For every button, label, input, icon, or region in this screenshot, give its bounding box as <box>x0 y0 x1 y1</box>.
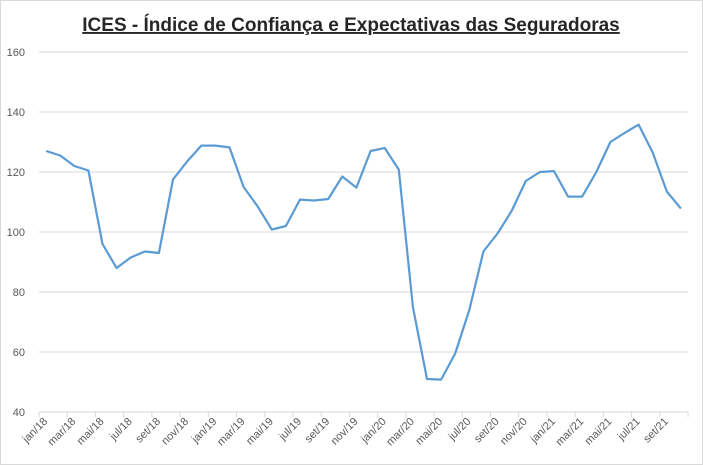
y-tick-label: 40 <box>13 407 25 419</box>
y-tick-label: 120 <box>7 167 25 179</box>
series-line <box>45 123 682 381</box>
y-tick-label: 100 <box>7 227 25 239</box>
y-tick-label: 140 <box>7 107 25 119</box>
y-tick-label: 60 <box>13 347 25 359</box>
chart-title: ICES - Índice de Confiança e Expectativa… <box>82 14 619 36</box>
y-tick-label: 160 <box>7 47 25 59</box>
y-tick-label: 80 <box>13 287 25 299</box>
